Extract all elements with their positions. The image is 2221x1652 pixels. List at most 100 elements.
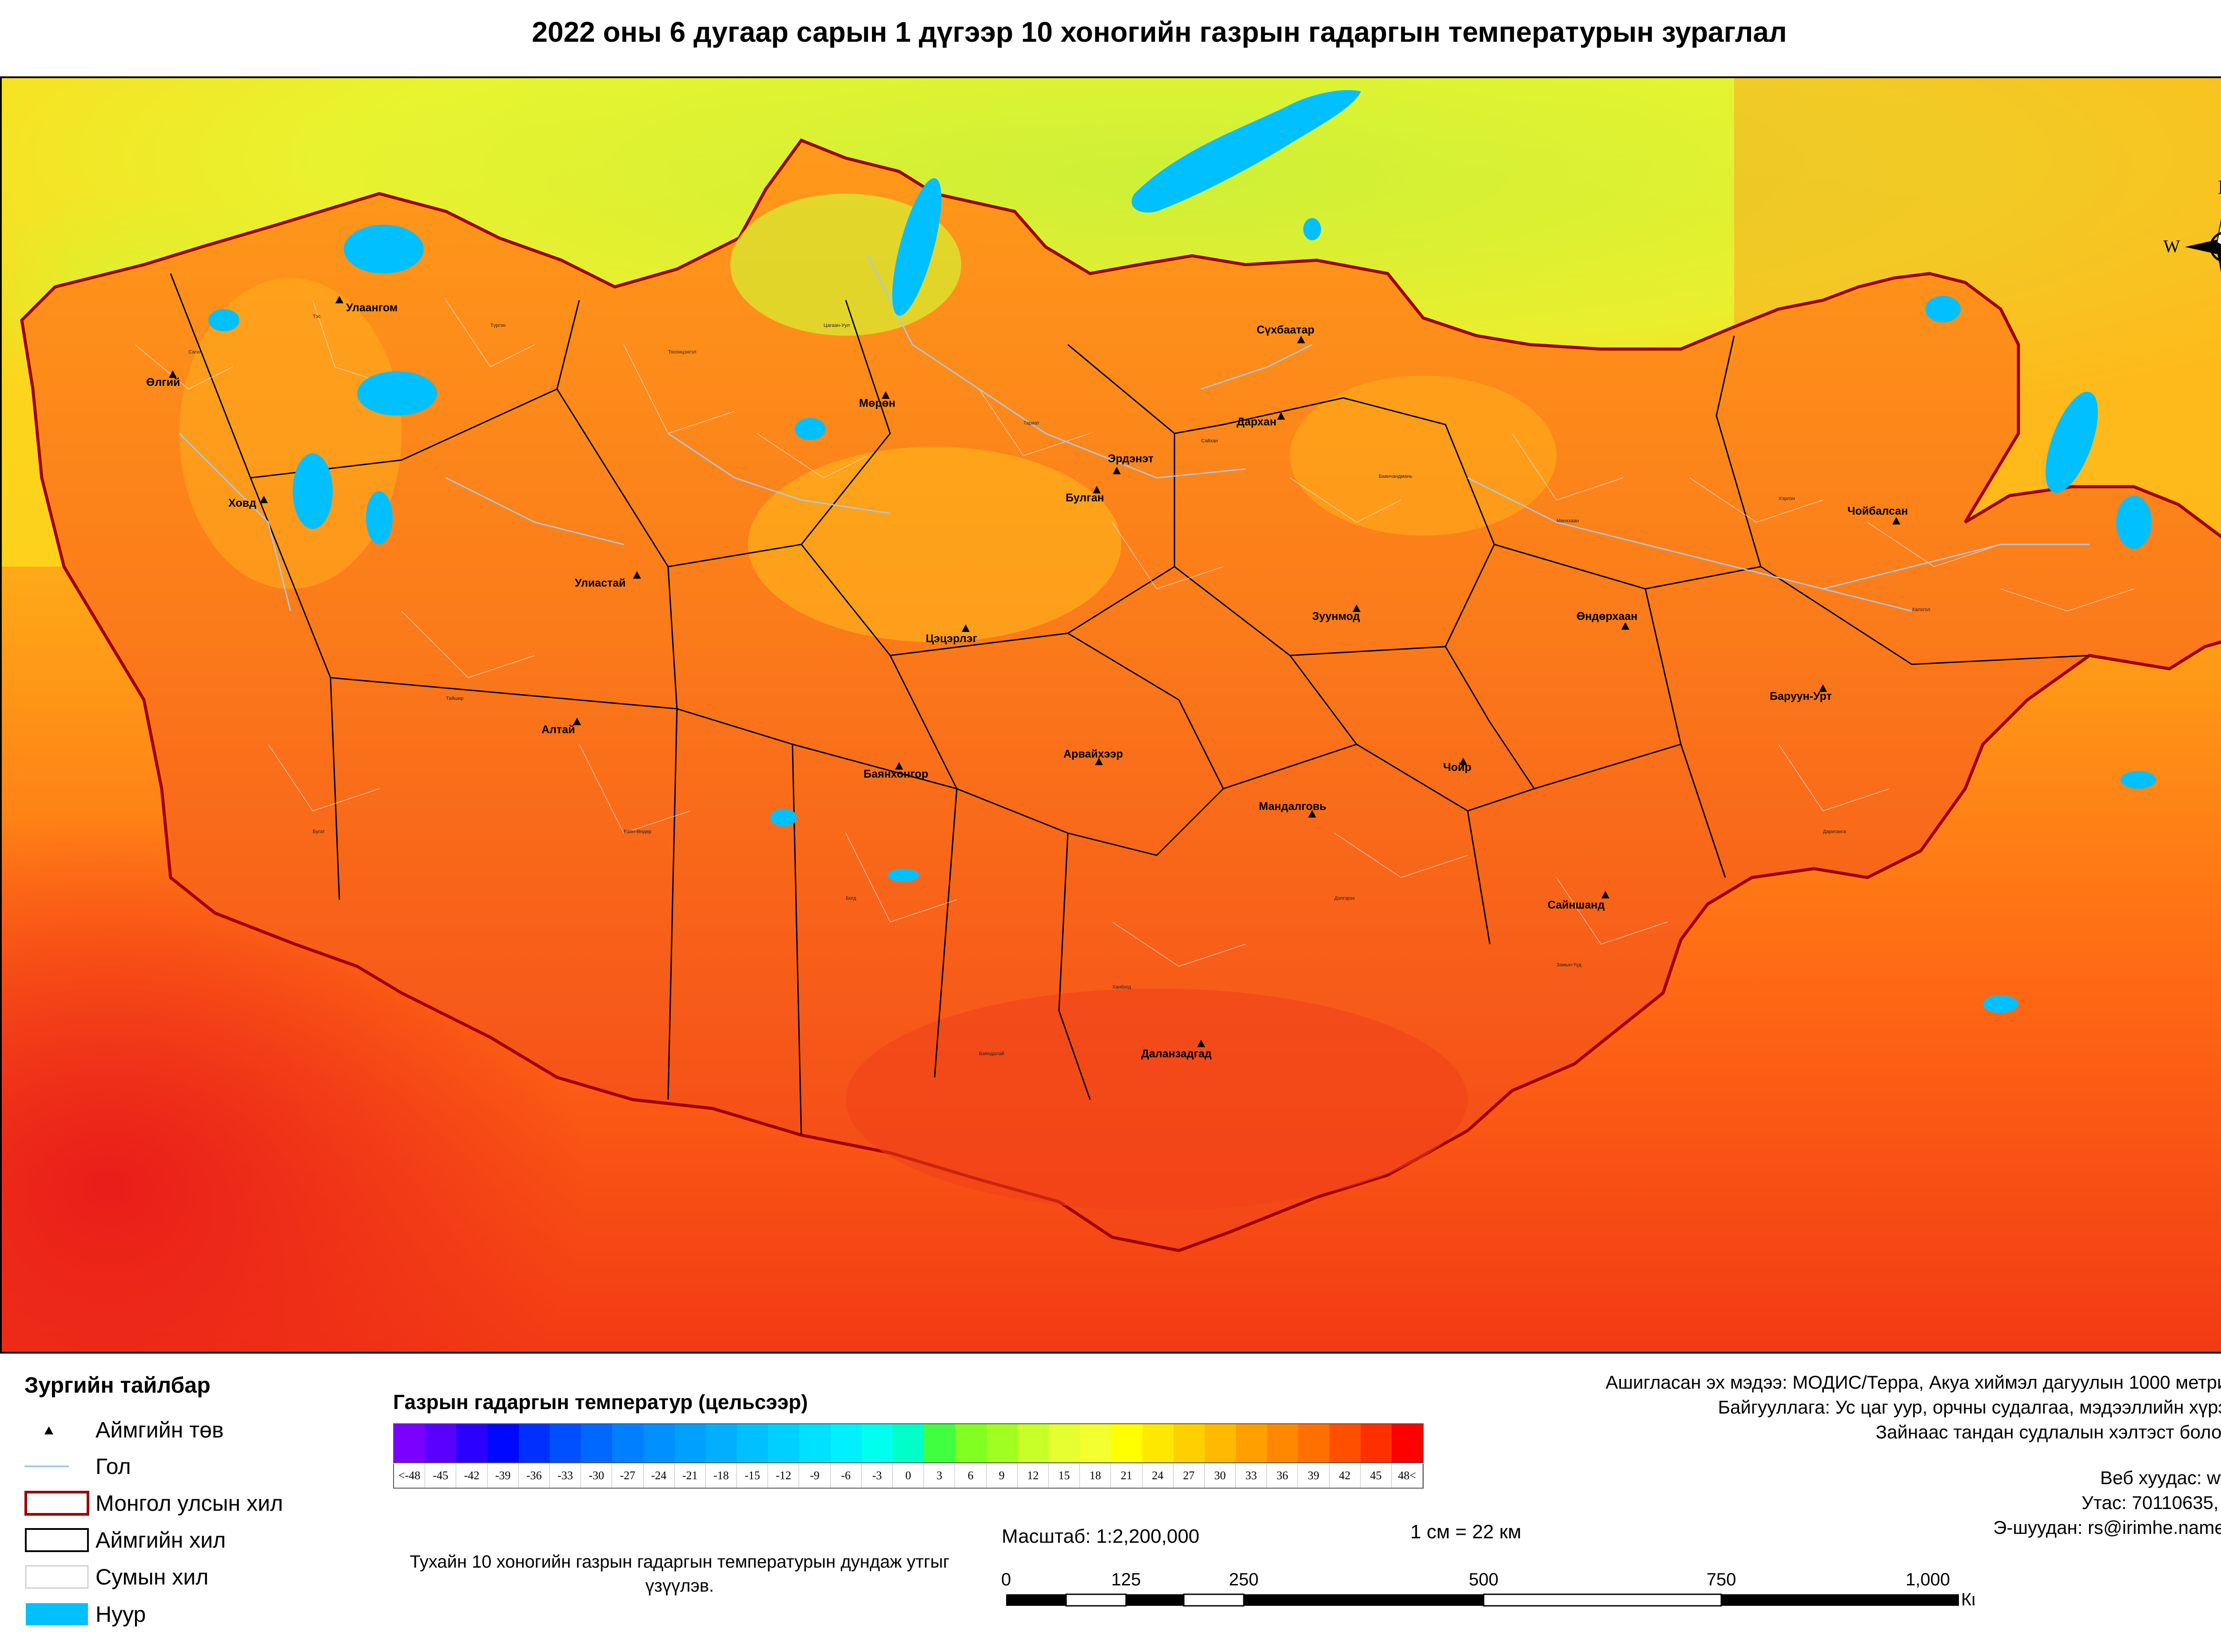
triangle-icon: [1093, 486, 1101, 493]
colorbar-tick-label: 18: [1080, 1464, 1111, 1488]
svg-text:Тариат: Тариат: [1023, 421, 1039, 426]
city-label: Баруун-Урт: [1770, 690, 1832, 703]
source-info: Ашигласан эх мэдээ: МОДИС/Терра, Акуа хи…: [1605, 1370, 2221, 1445]
city-label: Дархан: [1237, 416, 1277, 428]
triangle-icon: [1621, 622, 1629, 630]
city-label: Даланзадгад: [1141, 1048, 1212, 1060]
city-label: Улиастай: [575, 577, 626, 589]
triangle-icon: [573, 718, 581, 725]
aimag-center: Чойбалсан: [1847, 505, 1908, 524]
khentii-cool-patch: [1290, 376, 1556, 536]
lake-icon: [24, 1601, 91, 1628]
province-border-icon: [24, 1527, 91, 1553]
map-frame: Сагил Тэс Түргэн Тосонцэнгэл Цагаан-Уул Тар…: [0, 76, 2221, 1354]
map-title: 2022 оны 6 дугаар сарын 1 дүгээр 10 хоно…: [532, 16, 1787, 48]
scale-label-0: 0: [1001, 1570, 1011, 1589]
triangle-icon: [1819, 684, 1827, 692]
scale-equivalence: 1 см = 22 км: [1410, 1521, 1521, 1543]
colorbar-cell: [737, 1424, 768, 1462]
aimag-centers: Улаангом Өлгий Ховд Улиастай Алтай Мөрөн Цэцэр…: [146, 296, 1908, 1060]
lake-eastern: [1925, 296, 1961, 322]
svg-text:Замын-Үүд: Замын-Үүд: [1556, 962, 1582, 968]
city-label: Зуунмод: [1312, 610, 1360, 623]
lake-khar: [366, 491, 393, 544]
province-borders: [170, 273, 2090, 1136]
lakes: [208, 90, 2156, 1013]
colorbar-tick-label: -24: [644, 1464, 675, 1488]
colorbar-cell: [643, 1424, 675, 1462]
colorbar-tick-label: 24: [1142, 1464, 1174, 1488]
colorbar-cell: [955, 1424, 987, 1462]
aimag-center: Ховд: [228, 496, 268, 509]
colorbar-tick-label: -12: [768, 1464, 800, 1488]
colorbar-tick-label: 45: [1361, 1464, 1392, 1488]
scale-label-750: 750: [1707, 1570, 1736, 1589]
colorbar-cell: [425, 1424, 457, 1462]
colorbar-tick-label: 21: [1111, 1464, 1142, 1488]
colorbar-tick-label: -27: [612, 1464, 644, 1488]
triangle-icon: [169, 370, 177, 378]
triangle-icon: [1277, 412, 1285, 420]
aimag-center: Сүхбаатар: [1257, 324, 1314, 343]
colorbar-tick-label: 36: [1267, 1464, 1298, 1488]
gobi-hot-patch: [846, 989, 1468, 1211]
contact-email: Э-шуудан: rs@irimhe.namem.gov.mn: [1993, 1517, 2221, 1538]
mongolia-territory: [20, 138, 2221, 1252]
triangle-icon: [1353, 604, 1361, 612]
contact-info: Веб хуудас: www.icc.mn Утас: 70110635, 7…: [1993, 1465, 2221, 1540]
legend-label: Сумын хил: [96, 1565, 209, 1589]
aimag-center: Баянхонгор: [864, 762, 928, 780]
colorbar-tick-label: 6: [955, 1464, 987, 1488]
city-label: Өндөрхаан: [1576, 610, 1637, 623]
contact-phone: Утас: 70110635, 70110638: [2082, 1492, 2221, 1513]
colorbar-tick-label: -18: [706, 1464, 737, 1488]
lake-achit: [208, 309, 239, 331]
triangle-icon: [260, 496, 268, 503]
city-label: Сайншанд: [1548, 899, 1605, 911]
river-line-icon: [24, 1453, 91, 1480]
city-label: Өлгий: [146, 376, 180, 389]
colorbar-cell: [1267, 1424, 1298, 1462]
lake-north-1: [1303, 218, 1321, 240]
city-label: Эрдэнэт: [1108, 453, 1154, 465]
aimag-center: Өндөрхаан: [1576, 610, 1637, 630]
aimag-center: Өлгий: [146, 370, 180, 389]
legend-label: Гол: [96, 1454, 131, 1479]
svg-text:Мөнххаан: Мөнххаан: [1556, 518, 1579, 524]
legend-item-province-border: Аймгийн хил: [24, 1525, 226, 1556]
triangle-icon: [1113, 467, 1121, 474]
svg-text:Ханбогд: Ханбогд: [1112, 985, 1131, 990]
colorbar-tick-label: -6: [831, 1464, 862, 1488]
aimag-center: Мандалговь: [1259, 800, 1326, 818]
colorbar-tick-label: 33: [1236, 1464, 1267, 1488]
scale-label-1000: 1,000: [1906, 1570, 1950, 1589]
triangle-icon: [1297, 336, 1305, 343]
scale-label-250: 250: [1229, 1570, 1259, 1589]
lake-buir: [2046, 392, 2098, 493]
city-label: Мандалговь: [1259, 800, 1326, 813]
svg-text:Дариганга: Дариганга: [1823, 829, 1847, 834]
legend-label: Аймгийн хил: [96, 1528, 226, 1553]
aimag-center: Даланзадгад: [1141, 1040, 1212, 1060]
colorbar-cell: [487, 1424, 519, 1462]
map-note: Тухайн 10 хоногийн газрын гадаргын темпе…: [410, 1552, 950, 1596]
colorbar-cell: [518, 1424, 550, 1462]
city-label: Цэцэрлэг: [926, 632, 977, 645]
source-line-1: Ашигласан эх мэдээ: МОДИС/Терра, Акуа хи…: [1605, 1372, 2221, 1393]
colorbar-tick-label: 3: [924, 1464, 955, 1488]
lake-khuvsgul-small: [795, 418, 826, 440]
colorbar-tick-label: 39: [1298, 1464, 1329, 1488]
colorbar-cell: [1360, 1424, 1392, 1462]
city-label: Сүхбаатар: [1257, 324, 1314, 336]
temperature-colorbar: [393, 1423, 1424, 1463]
svg-text:Тосонцэнгэл: Тосонцэнгэл: [668, 349, 697, 355]
colorbar-cell: [893, 1424, 924, 1462]
compass-north-label: N: [2218, 176, 2221, 198]
svg-text:Цагаан-Уул: Цагаан-Уул: [824, 323, 850, 328]
colorbar-cell: [1173, 1424, 1205, 1462]
triangle-icon: [962, 624, 970, 632]
colorbar-tick-label: -3: [862, 1464, 893, 1488]
colorbar-cell: [1236, 1424, 1267, 1462]
svg-text:Тэс: Тэс: [313, 314, 321, 319]
